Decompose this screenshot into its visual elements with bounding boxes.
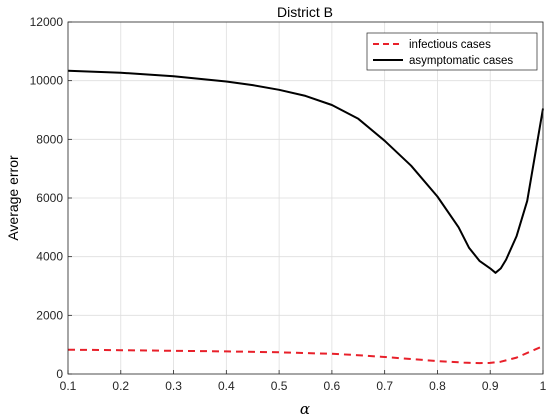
legend-label-infectious: infectious cases bbox=[409, 39, 491, 51]
x-tick-label: 0.1 bbox=[60, 379, 77, 393]
y-tick-label: 8000 bbox=[36, 132, 63, 146]
x-tick-label: 0.6 bbox=[324, 379, 341, 393]
y-tick-label: 10000 bbox=[30, 74, 64, 88]
x-tick-label: 0.4 bbox=[218, 379, 235, 393]
legend-box bbox=[366, 32, 538, 71]
x-tick-label: 0.8 bbox=[429, 379, 446, 393]
x-tick-label: 0.7 bbox=[376, 379, 393, 393]
x-tick-label: 0.5 bbox=[271, 379, 288, 393]
series-line-infectious-cases bbox=[67, 345, 544, 365]
x-tick-label: 0.2 bbox=[112, 379, 129, 393]
chart-title: District B bbox=[277, 4, 333, 20]
legend: infectious cases asymptomatic cases bbox=[366, 32, 538, 71]
legend-label-asymptomatic: asymptomatic cases bbox=[409, 55, 513, 67]
y-tick-label: 6000 bbox=[36, 191, 63, 205]
series-line-asymptomatic-cases bbox=[67, 69, 544, 274]
ticks bbox=[67, 21, 544, 375]
y-tick-label: 0 bbox=[56, 367, 63, 381]
x-tick-label: 0.3 bbox=[165, 379, 182, 393]
x-tick-label: 0.9 bbox=[482, 379, 499, 393]
tick-labels: 0.1 0.2 0.3 0.4 0.5 0.6 0.7 0.8 0.9 1 0 2000 4000 600… bbox=[30, 15, 547, 393]
y-tick-label: 2000 bbox=[36, 308, 63, 322]
y-tick-label: 12000 bbox=[30, 15, 64, 29]
x-axis-label: α bbox=[300, 400, 310, 418]
y-axis-label: Average error bbox=[5, 155, 21, 241]
series-layer bbox=[67, 69, 544, 365]
x-tick-label: 1 bbox=[540, 379, 547, 393]
y-tick-label: 4000 bbox=[36, 250, 63, 264]
